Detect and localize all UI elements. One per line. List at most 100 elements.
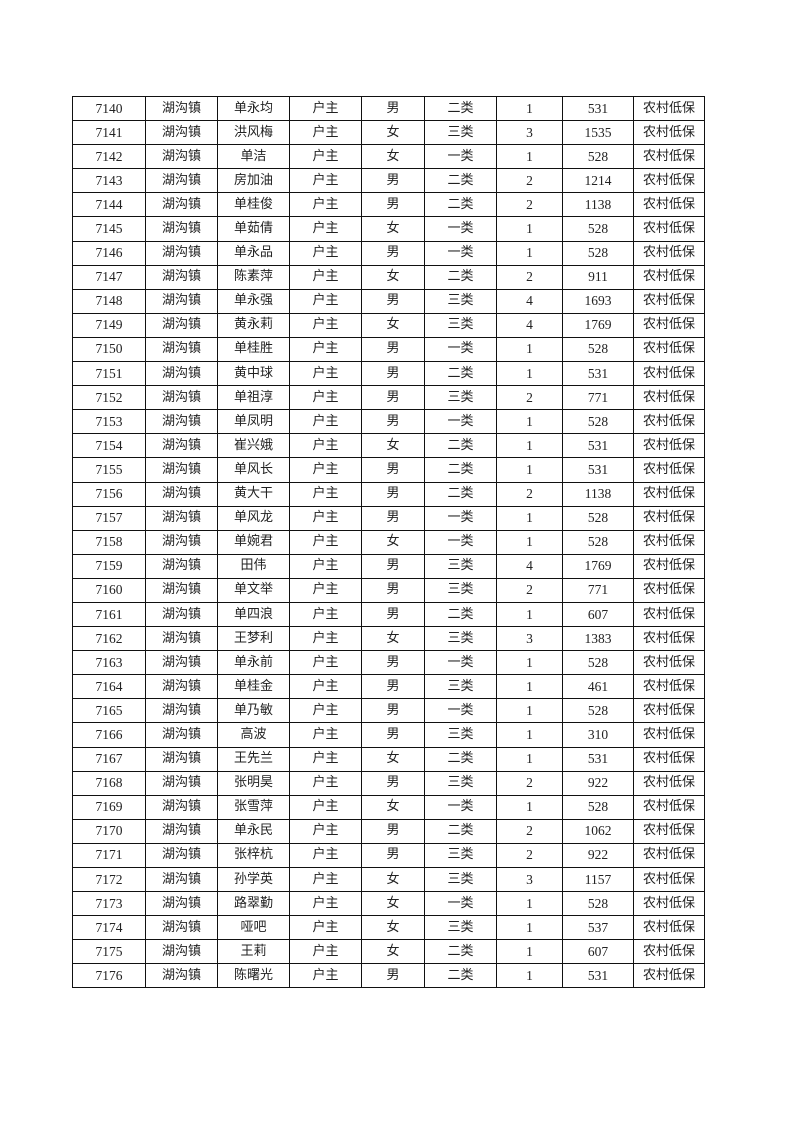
relation-cell: 户主 xyxy=(289,288,362,314)
town-cell: 湖沟镇 xyxy=(145,192,218,218)
program-type-cell: 农村低保 xyxy=(633,650,705,676)
relation-cell: 户主 xyxy=(289,746,362,772)
town-cell: 湖沟镇 xyxy=(145,794,218,820)
program-type-cell: 农村低保 xyxy=(633,433,705,459)
relation-cell: 户主 xyxy=(289,192,362,218)
table-row: 7166 湖沟镇 高波 户主男三类 1 310 农村低保 xyxy=(72,722,705,748)
table-row: 7146 湖沟镇 单永品 户主男一类 1 528 农村低保 xyxy=(72,240,705,266)
amount-cell: 1157 xyxy=(562,866,634,893)
table-row: 7175 湖沟镇 王莉 户主女二类 1 607 农村低保 xyxy=(72,939,705,965)
gender-cell: 女 xyxy=(361,794,425,820)
table-row: 7142 湖沟镇 单洁 户主女一类 1 528 农村低保 xyxy=(72,144,705,170)
serial-number-cell: 7154 xyxy=(72,433,146,459)
town-cell: 湖沟镇 xyxy=(145,577,218,603)
name-cell: 黄永莉 xyxy=(217,312,290,338)
name-cell: 单风长 xyxy=(217,457,290,483)
program-type-cell: 农村低保 xyxy=(633,120,705,146)
amount-cell: 528 xyxy=(562,336,634,363)
table-row: 7159 湖沟镇 田伟 户主男三类 4 1769 农村低保 xyxy=(72,553,705,579)
serial-number-cell: 7165 xyxy=(72,698,146,724)
town-cell: 湖沟镇 xyxy=(145,939,218,965)
town-cell: 湖沟镇 xyxy=(145,288,218,314)
relation-cell: 户主 xyxy=(289,939,362,965)
serial-number-cell: 7166 xyxy=(72,722,146,748)
relation-cell: 户主 xyxy=(289,842,362,869)
household-size-cell: 2 xyxy=(496,264,563,290)
serial-number-cell: 7172 xyxy=(72,866,146,893)
category-cell: 三类 xyxy=(424,553,497,579)
program-type-cell: 农村低保 xyxy=(633,288,705,314)
name-cell: 单桂俊 xyxy=(217,192,290,218)
amount-cell: 922 xyxy=(562,770,634,796)
serial-number-cell: 7158 xyxy=(72,529,146,555)
household-size-cell: 1 xyxy=(496,939,563,965)
town-cell: 湖沟镇 xyxy=(145,144,218,170)
name-cell: 张明昊 xyxy=(217,770,290,796)
serial-number-cell: 7155 xyxy=(72,457,146,483)
table-row: 7170 湖沟镇 单永民 户主男二类 2 1062 农村低保 xyxy=(72,818,705,844)
category-cell: 三类 xyxy=(424,577,497,603)
relation-cell: 户主 xyxy=(289,168,362,194)
relation-cell: 户主 xyxy=(289,120,362,146)
name-cell: 房加油 xyxy=(217,168,290,194)
relation-cell: 户主 xyxy=(289,722,362,748)
relation-cell: 户主 xyxy=(289,818,362,844)
town-cell: 湖沟镇 xyxy=(145,336,218,363)
name-cell: 单永品 xyxy=(217,240,290,266)
table-row: 7150 湖沟镇 单桂胜 户主男一类 1 528 农村低保 xyxy=(72,336,705,363)
household-size-cell: 2 xyxy=(496,385,563,411)
table-row: 7169 湖沟镇 张雪萍 户主女一类 1 528 农村低保 xyxy=(72,794,705,820)
amount-cell: 1769 xyxy=(562,553,634,579)
program-type-cell: 农村低保 xyxy=(633,361,705,387)
category-cell: 三类 xyxy=(424,722,497,748)
category-cell: 三类 xyxy=(424,288,497,314)
category-cell: 三类 xyxy=(424,866,497,893)
gender-cell: 男 xyxy=(361,553,425,579)
amount-cell: 528 xyxy=(562,698,634,724)
amount-cell: 1138 xyxy=(562,481,634,507)
program-type-cell: 农村低保 xyxy=(633,505,705,531)
table-row: 7165 湖沟镇 单乃敏 户主男一类 1 528 农村低保 xyxy=(72,698,705,724)
town-cell: 湖沟镇 xyxy=(145,722,218,748)
category-cell: 二类 xyxy=(424,192,497,218)
household-size-cell: 4 xyxy=(496,312,563,338)
gender-cell: 男 xyxy=(361,577,425,603)
program-type-cell: 农村低保 xyxy=(633,891,705,917)
name-cell: 哑吧 xyxy=(217,915,290,941)
program-type-cell: 农村低保 xyxy=(633,746,705,772)
amount-cell: 531 xyxy=(562,457,634,483)
serial-number-cell: 7171 xyxy=(72,842,146,869)
gender-cell: 男 xyxy=(361,505,425,531)
table-row: 7168 湖沟镇 张明昊 户主男三类 2 922 农村低保 xyxy=(72,770,705,796)
amount-cell: 528 xyxy=(562,650,634,676)
relation-cell: 户主 xyxy=(289,385,362,411)
program-type-cell: 农村低保 xyxy=(633,939,705,965)
amount-cell: 528 xyxy=(562,794,634,820)
serial-number-cell: 7159 xyxy=(72,553,146,579)
name-cell: 张梓杭 xyxy=(217,842,290,869)
category-cell: 一类 xyxy=(424,794,497,820)
table-row: 7157 湖沟镇 单风龙 户主男一类 1 528 农村低保 xyxy=(72,505,705,531)
program-type-cell: 农村低保 xyxy=(633,144,705,170)
gender-cell: 女 xyxy=(361,312,425,338)
category-cell: 一类 xyxy=(424,529,497,555)
town-cell: 湖沟镇 xyxy=(145,385,218,411)
gender-cell: 男 xyxy=(361,240,425,266)
town-cell: 湖沟镇 xyxy=(145,915,218,941)
amount-cell: 531 xyxy=(562,361,634,387)
town-cell: 湖沟镇 xyxy=(145,842,218,869)
amount-cell: 528 xyxy=(562,529,634,555)
serial-number-cell: 7164 xyxy=(72,674,146,700)
relation-cell: 户主 xyxy=(289,433,362,459)
category-cell: 二类 xyxy=(424,168,497,194)
relation-cell: 户主 xyxy=(289,915,362,941)
amount-cell: 461 xyxy=(562,674,634,700)
household-size-cell: 1 xyxy=(496,891,563,917)
relation-cell: 户主 xyxy=(289,577,362,603)
household-size-cell: 1 xyxy=(496,963,563,989)
program-type-cell: 农村低保 xyxy=(633,240,705,266)
relation-cell: 户主 xyxy=(289,891,362,917)
town-cell: 湖沟镇 xyxy=(145,674,218,700)
town-cell: 湖沟镇 xyxy=(145,626,218,652)
category-cell: 二类 xyxy=(424,481,497,507)
